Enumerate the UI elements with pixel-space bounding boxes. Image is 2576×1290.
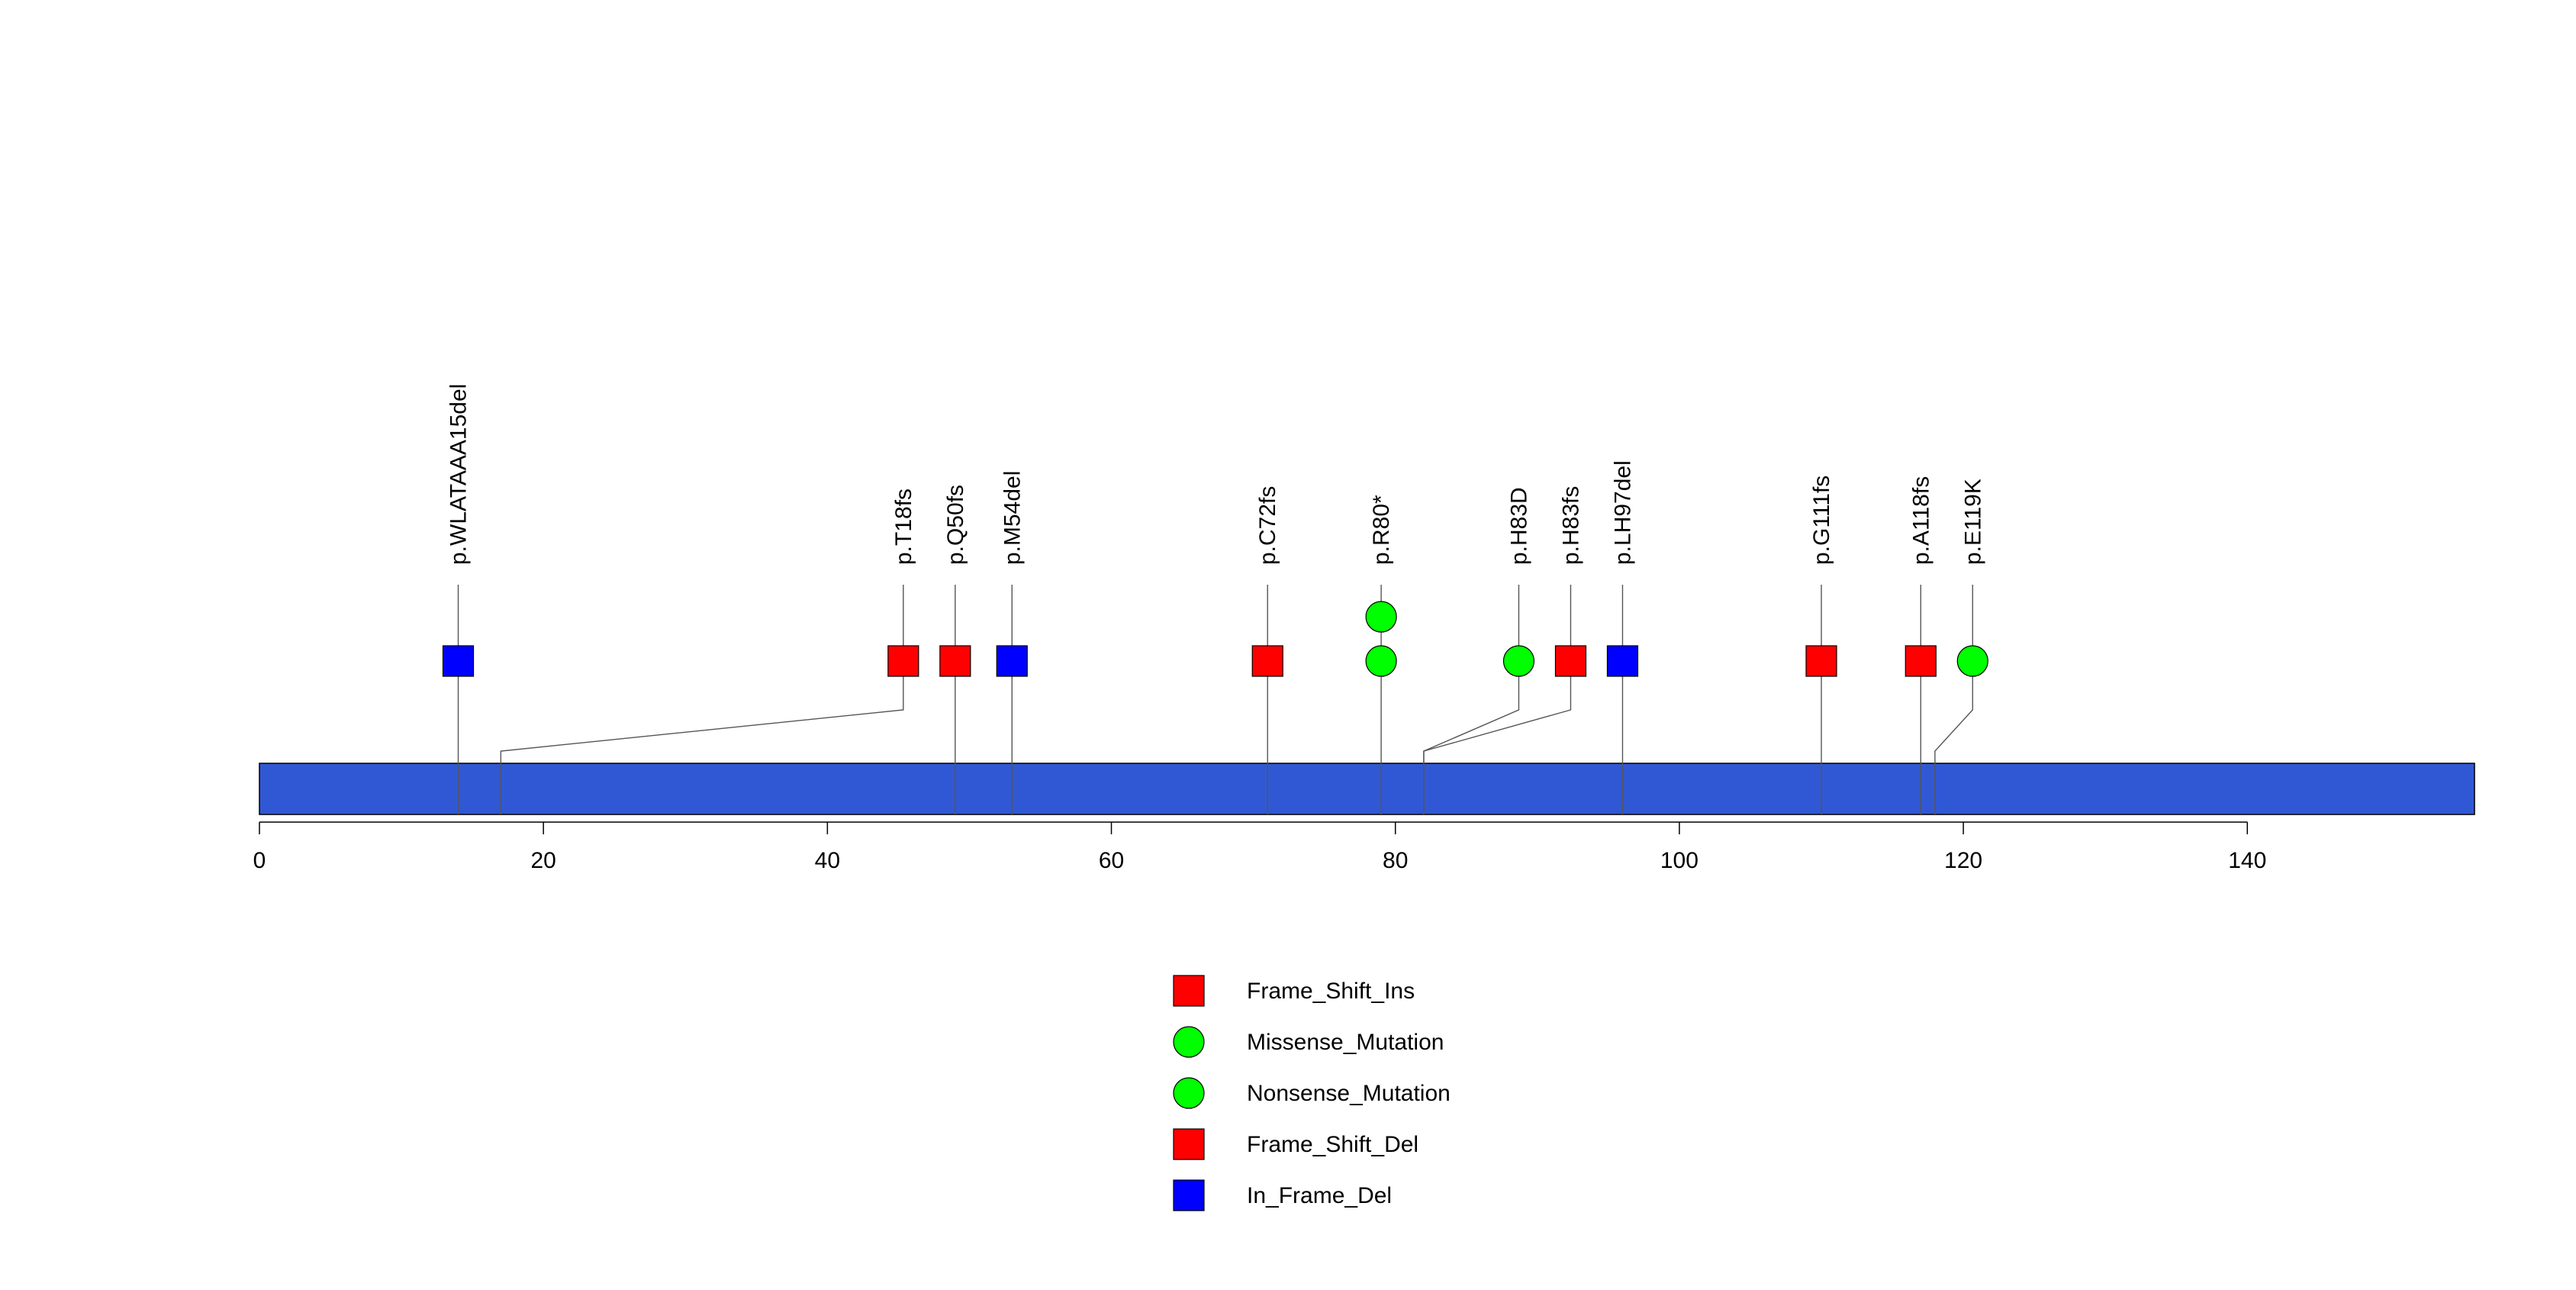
mutation-square-marker[interactable] bbox=[996, 645, 1028, 677]
mutation-label: p.C72fs bbox=[1255, 486, 1280, 565]
mutation-square-marker[interactable] bbox=[1805, 645, 1837, 677]
x-tick-label: 100 bbox=[1660, 848, 1699, 873]
mutation-label: p.R80* bbox=[1369, 495, 1394, 565]
mutation-label: p.H83D bbox=[1506, 487, 1531, 565]
mutation-square-marker[interactable] bbox=[1606, 645, 1639, 677]
legend-label: In_Frame_Del bbox=[1247, 1183, 1392, 1208]
mutation-label: p.H83fs bbox=[1558, 486, 1583, 565]
mutation-circle-marker[interactable] bbox=[1502, 645, 1535, 677]
mutation-square-marker[interactable] bbox=[1251, 645, 1283, 677]
mutation-label: p.E119K bbox=[1960, 479, 1985, 565]
legend: Frame_Shift_Ins Missense_Mutation Nonsense… bbox=[1173, 975, 1451, 1211]
legend-label: Missense_Mutation bbox=[1247, 1030, 1444, 1055]
legend-circle-swatch bbox=[1173, 1026, 1205, 1058]
legend-label: Frame_Shift_Del bbox=[1247, 1132, 1418, 1157]
mutation-square-marker[interactable] bbox=[1905, 645, 1937, 677]
mutation-label: p.Q50fs bbox=[943, 485, 968, 565]
mutation-label: p.M54del bbox=[1000, 471, 1025, 565]
mutation-label: p.WLATAAA15del bbox=[446, 384, 472, 565]
mutation-label: p.G111fs bbox=[1809, 476, 1834, 565]
mutation-square-marker[interactable] bbox=[442, 645, 475, 677]
legend-label: Nonsense_Mutation bbox=[1247, 1081, 1451, 1106]
x-tick-label: 80 bbox=[1383, 848, 1408, 873]
x-tick-label: 40 bbox=[815, 848, 840, 873]
legend-square-swatch bbox=[1173, 975, 1205, 1007]
mutation-circle-marker[interactable] bbox=[1956, 645, 1988, 677]
mutation-square-marker[interactable] bbox=[939, 645, 971, 677]
x-axis: 0 20 40 60 80 100 120 140 bbox=[253, 821, 2266, 873]
x-tick-label: 0 bbox=[253, 848, 266, 873]
legend-square-swatch bbox=[1173, 1179, 1205, 1211]
x-tick-label: 120 bbox=[1944, 848, 1982, 873]
marks-layer bbox=[442, 601, 1988, 677]
x-tick-label: 140 bbox=[2228, 848, 2266, 873]
legend-square-swatch bbox=[1173, 1128, 1205, 1160]
mutation-circle-marker[interactable] bbox=[1365, 601, 1397, 633]
x-tick-label: 60 bbox=[1099, 848, 1124, 873]
protein-bar bbox=[259, 763, 2475, 815]
mutation-label: p.T18fs bbox=[891, 489, 916, 565]
mutation-square-marker[interactable] bbox=[1554, 645, 1587, 677]
labels-layer: p.WLATAAA15del p.T18fs p.Q50fs p.M54del p.C7… bbox=[446, 384, 1986, 565]
mutation-square-marker[interactable] bbox=[887, 645, 919, 677]
mutation-label: p.A118fs bbox=[1908, 476, 1934, 565]
legend-label: Frame_Shift_Ins bbox=[1247, 979, 1415, 1004]
legend-circle-swatch bbox=[1173, 1077, 1205, 1109]
mutation-circle-marker[interactable] bbox=[1365, 645, 1397, 677]
mutation-label: p.LH97del bbox=[1610, 460, 1635, 565]
x-tick-label: 20 bbox=[530, 848, 555, 873]
